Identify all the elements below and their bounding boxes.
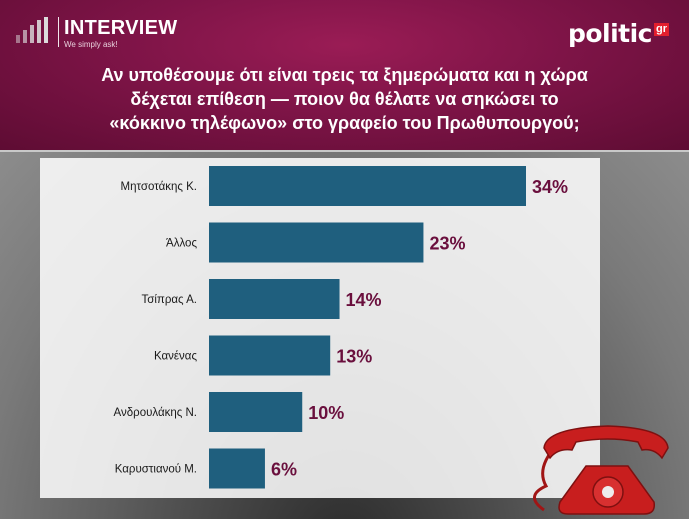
value-label: 13% xyxy=(336,347,372,367)
red-telephone-icon xyxy=(533,425,669,515)
interview-logo: INTERVIEW We simply ask! xyxy=(16,17,177,50)
title-line-2: δέχεται επίθεση — ποιον θα θέλατε να σηκ… xyxy=(130,89,559,109)
title-line-3: «κόκκινο τηλέφωνο» στο γραφείο του Πρωθυ… xyxy=(109,113,580,133)
value-label: 10% xyxy=(308,403,344,423)
politic-logo: politic gr xyxy=(568,20,669,48)
category-label: Κανένας xyxy=(154,351,197,363)
header-banner: INTERVIEW We simply ask! politic gr Αν υ… xyxy=(0,0,689,150)
category-label: Τσίπρας Α. xyxy=(141,294,197,306)
header-divider xyxy=(0,150,689,152)
bar-1 xyxy=(209,166,526,206)
chart-panel xyxy=(40,158,600,498)
category-label: Μητσοτάκης Κ. xyxy=(121,181,197,193)
logo-divider xyxy=(58,17,59,47)
bar-6 xyxy=(209,448,265,489)
value-label: 6% xyxy=(271,460,297,480)
brand-name: politic xyxy=(567,19,653,48)
bar-5 xyxy=(209,392,303,432)
category-label: Καρυστιανού Μ. xyxy=(115,464,197,476)
category-label: Ανδρουλάκης Ν. xyxy=(114,407,197,419)
bar-2 xyxy=(209,222,424,263)
category-label: Άλλος xyxy=(166,238,197,250)
signal-bars-icon xyxy=(16,17,52,43)
chart-title: Αν υποθέσουμε ότι είναι τρεις τα ξημερώμ… xyxy=(60,63,629,135)
title-line-1: Αν υποθέσουμε ότι είναι τρεις τα ξημερώμ… xyxy=(101,65,588,85)
bar-3 xyxy=(209,279,340,319)
logo-name: INTERVIEW xyxy=(64,17,178,39)
value-label: 23% xyxy=(429,234,465,254)
logo-tagline: We simply ask! xyxy=(64,40,118,49)
bar-4 xyxy=(209,335,331,376)
value-label: 34% xyxy=(532,177,568,197)
brand-suffix: gr xyxy=(654,23,669,36)
value-label: 14% xyxy=(346,290,382,310)
